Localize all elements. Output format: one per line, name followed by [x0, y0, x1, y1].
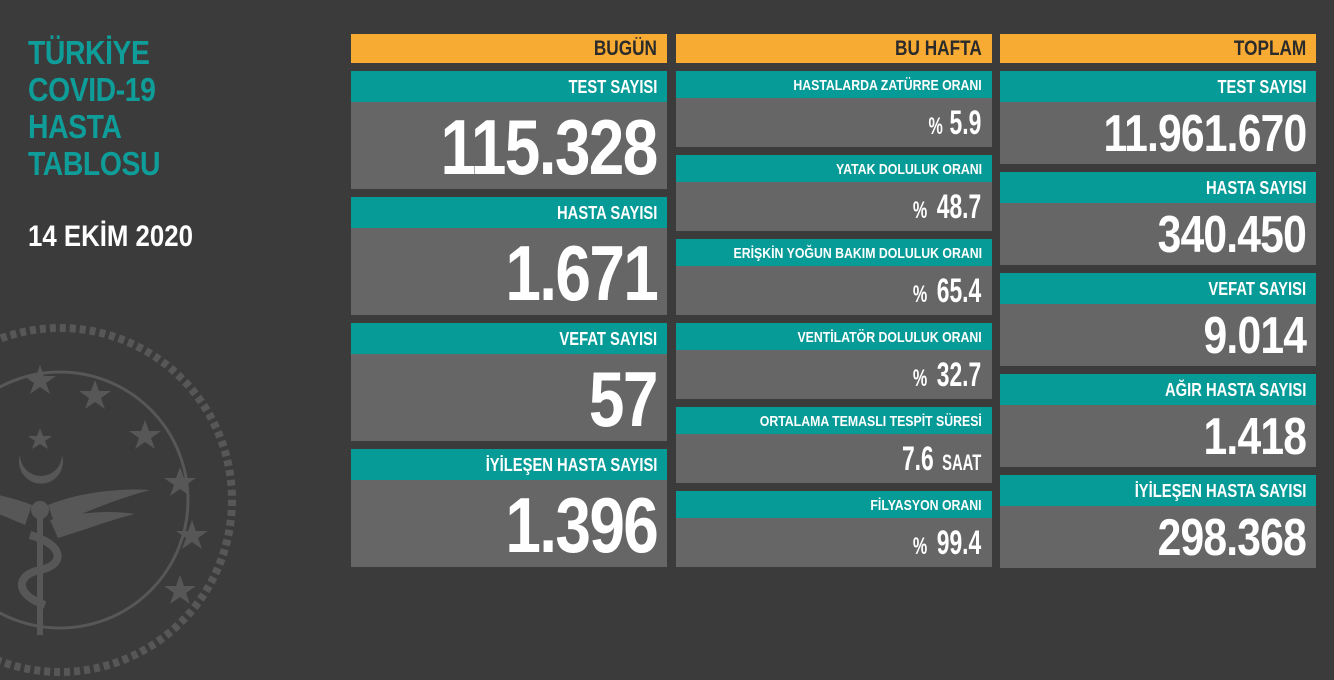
card-label: HASTA SAYISI: [351, 197, 667, 228]
card-label: VEFAT SAYISI: [1000, 273, 1316, 304]
total-column: TOPLAM TEST SAYISI 11.961.670 HASTA SAYI…: [1000, 34, 1316, 576]
title-line-3: HASTA: [28, 108, 122, 145]
card-label: YATAK DOLULUK ORANI: [676, 155, 992, 182]
card-value: 9.014: [1000, 304, 1316, 366]
card-label: TEST SAYISI: [351, 71, 667, 102]
card-label: HASTA SAYISI: [1000, 172, 1316, 203]
card-label: HASTALARDA ZATÜRRE ORANI: [676, 71, 992, 98]
total-recovered-card: İYİLEŞEN HASTA SAYISI 298.368: [1000, 475, 1316, 568]
card-value: % 32.7: [676, 350, 992, 399]
today-test-card: TEST SAYISI 115.328: [351, 71, 667, 189]
ministry-emblem-icon: [0, 324, 236, 676]
card-value: % 48.7: [676, 182, 992, 231]
card-value: 7.6 SAAT: [676, 434, 992, 483]
week-column: BU HAFTA HASTALARDA ZATÜRRE ORANI % 5.9 Y…: [676, 34, 992, 575]
title-line-4: TABLOSU: [28, 145, 161, 182]
card-value: 298.368: [1000, 506, 1316, 568]
card-value: % 65.4: [676, 266, 992, 315]
today-header: BUGÜN: [351, 34, 667, 63]
card-label: İYİLEŞEN HASTA SAYISI: [351, 449, 667, 480]
card-label: FİLYASYON ORANI: [676, 491, 992, 518]
card-label: AĞIR HASTA SAYISI: [1000, 374, 1316, 405]
card-value: % 5.9: [676, 98, 992, 147]
week-ventilator-card: VENTİLATÖR DOLULUK ORANI % 32.7: [676, 323, 992, 399]
card-value: 340.450: [1000, 203, 1316, 265]
week-filiation-card: FİLYASYON ORANI % 99.4: [676, 491, 992, 567]
today-recovered-card: İYİLEŞEN HASTA SAYISI 1.396: [351, 449, 667, 567]
card-value: 11.961.670: [1000, 102, 1316, 164]
page-title: TÜRKİYE COVID-19 HASTA TABLOSU: [28, 34, 160, 182]
report-date: 14 EKİM 2020: [28, 220, 193, 253]
card-label: VENTİLATÖR DOLULUK ORANI: [676, 323, 992, 350]
card-label: ERİŞKİN YOĞUN BAKIM DOLULUK ORANI: [676, 239, 992, 266]
total-cases-card: HASTA SAYISI 340.450: [1000, 172, 1316, 265]
card-label: İYİLEŞEN HASTA SAYISI: [1000, 475, 1316, 506]
week-icu-occupancy-card: ERİŞKİN YOĞUN BAKIM DOLULUK ORANI % 65.4: [676, 239, 992, 315]
today-cases-card: HASTA SAYISI 1.671: [351, 197, 667, 315]
title-line-1: TÜRKİYE: [28, 34, 150, 71]
card-label: TEST SAYISI: [1000, 71, 1316, 102]
card-value: 57: [351, 354, 667, 441]
total-critical-card: AĞIR HASTA SAYISI 1.418: [1000, 374, 1316, 467]
week-pneumonia-card: HASTALARDA ZATÜRRE ORANI % 5.9: [676, 71, 992, 147]
today-column: BUGÜN TEST SAYISI 115.328 HASTA SAYISI 1…: [351, 34, 667, 575]
week-bed-occupancy-card: YATAK DOLULUK ORANI % 48.7: [676, 155, 992, 231]
total-test-card: TEST SAYISI 11.961.670: [1000, 71, 1316, 164]
card-label: ORTALAMA TEMASLI TESPİT SÜRESİ: [676, 407, 992, 434]
card-label: VEFAT SAYISI: [351, 323, 667, 354]
week-contact-tracing-time-card: ORTALAMA TEMASLI TESPİT SÜRESİ 7.6 SAAT: [676, 407, 992, 483]
card-value: 115.328: [351, 102, 667, 189]
today-deaths-card: VEFAT SAYISI 57: [351, 323, 667, 441]
card-value: % 99.4: [676, 518, 992, 567]
total-header: TOPLAM: [1000, 34, 1316, 63]
title-line-2: COVID-19: [28, 71, 156, 108]
card-value: 1.671: [351, 228, 667, 315]
card-value: 1.418: [1000, 405, 1316, 467]
week-header: BU HAFTA: [676, 34, 992, 63]
card-value: 1.396: [351, 480, 667, 567]
total-deaths-card: VEFAT SAYISI 9.014: [1000, 273, 1316, 366]
